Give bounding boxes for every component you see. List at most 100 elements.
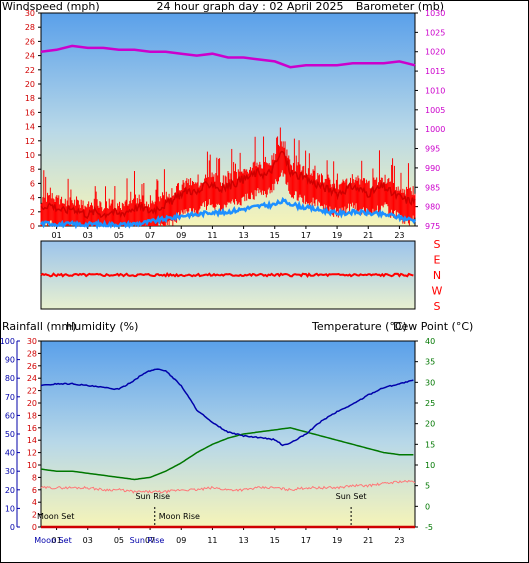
- humidity-tick-label: 40: [5, 449, 15, 458]
- bottom-x-tick-label: 17: [301, 536, 311, 545]
- humidity-tick-label: 70: [5, 393, 15, 402]
- windspeed-tick-label: 28: [25, 23, 35, 32]
- bottom-x-tick-label: 13: [238, 536, 248, 545]
- top-x-tick-label: 13: [238, 231, 248, 240]
- temperature-ticks: -5 0 5 10 15 20 25 30 35 40: [415, 337, 435, 532]
- top-x-tick-label: 17: [301, 231, 311, 240]
- barometer-tick-label: 1010: [425, 86, 445, 95]
- direction-letter: E: [434, 254, 441, 267]
- humidity-tick-label: 60: [5, 411, 15, 420]
- barometer-tick-label: 980: [425, 203, 440, 212]
- direction-letter: W: [432, 285, 443, 298]
- bottom-series: [40, 368, 416, 529]
- barometer-tick-label: 995: [425, 145, 440, 154]
- humidity-tick-label: 20: [5, 486, 15, 495]
- temperature-axis-title: Temperature (°C): [311, 320, 407, 333]
- barometer-line: [40, 44, 416, 69]
- event-label: Sun Rise: [135, 492, 170, 501]
- event-label: Moon Set: [37, 512, 74, 521]
- top-x-tick-label: 09: [176, 231, 186, 240]
- direction-series: [40, 271, 414, 278]
- temperature-tick-label: -5: [425, 523, 433, 532]
- humidity-ticks: 0 10 20 30 40 50 60 70 80 90 100: [0, 337, 20, 532]
- humidity-tick-label: 50: [5, 430, 15, 439]
- top-x-tick-label: 21: [363, 231, 373, 240]
- humidity-line: [40, 368, 414, 447]
- rainfall-tick-label: 30: [27, 337, 37, 346]
- rainfall-tick-label: 12: [27, 449, 37, 458]
- direction-letter: S: [434, 300, 441, 313]
- top-x-tick-label: 15: [270, 231, 280, 240]
- barometer-tick-label: 1015: [425, 67, 445, 76]
- rainfall-tick-label: 0: [32, 523, 37, 532]
- dewpoint-axis-title: Dew Point (°C): [393, 320, 473, 333]
- bottom-x-tick-label: 15: [270, 536, 280, 545]
- humidity-tick-label: 0: [10, 523, 15, 532]
- bottom-x-tick-label: 11: [207, 536, 217, 545]
- humidity-tick-label: 80: [5, 374, 15, 383]
- rainfall-tick-label: 20: [27, 399, 37, 408]
- rainfall-tick-label: 18: [27, 411, 37, 420]
- windspeed-tick-label: 8: [30, 165, 35, 174]
- direction-letter: S: [434, 238, 441, 251]
- rainfall-tick-label: 24: [27, 374, 37, 383]
- windspeed-tick-label: 10: [25, 151, 35, 160]
- windspeed-tick-label: 22: [25, 66, 35, 75]
- temperature-line: [40, 427, 414, 481]
- chart-title: 24 hour graph day : 02 April 2025: [157, 0, 344, 13]
- windspeed-tick-label: 24: [25, 52, 35, 61]
- rainfall-tick-label: 8: [32, 473, 37, 482]
- top-x-tick-label: 01: [51, 231, 61, 240]
- windspeed-tick-label: 6: [30, 179, 35, 188]
- barometer-tick-label: 1025: [425, 28, 445, 37]
- barometer-tick-label: 975: [425, 222, 440, 231]
- humidity-tick-label: 30: [5, 467, 15, 476]
- rainfall-tick-label: 28: [27, 349, 37, 358]
- moon-set-x-label: Moon Set: [34, 536, 71, 545]
- barometer-ticks: 975 980 985 990 995 1000 1005 1010 1015 1020 1025 1…: [415, 9, 445, 231]
- dewpoint-line: [40, 479, 416, 494]
- bottom-x-tick-label: 21: [363, 536, 373, 545]
- bottom-x-tick-label: 01: [51, 536, 61, 545]
- windspeed-axis-title: Windspeed (mph): [2, 0, 100, 13]
- temperature-tick-label: 40: [425, 337, 435, 346]
- bottom-x-tick-label: 09: [176, 536, 186, 545]
- rainfall-tick-label: 2: [32, 511, 37, 520]
- bottom-x-tick-label: 03: [83, 536, 93, 545]
- windspeed-tick-label: 20: [25, 80, 35, 89]
- barometer-axis-title: Barometer (mb): [356, 0, 444, 13]
- top-x-tick-label: 19: [332, 231, 342, 240]
- temperature-tick-label: 35: [425, 358, 435, 367]
- rainfall-tick-label: 16: [27, 424, 37, 433]
- bottom-x-tick-label: 19: [332, 536, 342, 545]
- barometer-tick-label: 1020: [425, 48, 445, 57]
- top-x-tick-label: 11: [207, 231, 217, 240]
- windspeed-tick-label: 14: [25, 123, 35, 132]
- rainfall-tick-label: 22: [27, 387, 37, 396]
- windspeed-tick-label: 30: [25, 9, 35, 18]
- temperature-humidity-chart: Rainfall (mm) Humidity (%) Temperature (…: [0, 320, 473, 545]
- humidity-tick-label: 10: [5, 504, 15, 513]
- rainfall-axis-title: Rainfall (mm): [2, 320, 76, 333]
- temperature-tick-label: 30: [425, 378, 435, 387]
- windspeed-tick-label: 16: [25, 108, 35, 117]
- barometer-tick-label: 1030: [425, 9, 445, 18]
- barometer-tick-label: 985: [425, 183, 440, 192]
- top-x-tick-label: 07: [145, 231, 155, 240]
- rainfall-tick-label: 14: [27, 436, 37, 445]
- bottom-x-tick-label: 05: [114, 536, 124, 545]
- windspeed-tick-label: 12: [25, 137, 35, 146]
- bottom-x-tick-label: 23: [394, 536, 404, 545]
- temperature-tick-label: 0: [425, 502, 430, 511]
- humidity-tick-label: 100: [0, 337, 15, 346]
- event-label: Moon Rise: [159, 512, 200, 521]
- astronomy-events: Moon Set Moon Rise Sun Rise Sun Set: [37, 492, 367, 527]
- barometer-tick-label: 1000: [425, 125, 445, 134]
- windspeed-tick-label: 0: [30, 222, 35, 231]
- barometer-tick-label: 990: [425, 164, 440, 173]
- windspeed-tick-label: 4: [30, 194, 35, 203]
- avg-windspeed-line: [40, 196, 417, 230]
